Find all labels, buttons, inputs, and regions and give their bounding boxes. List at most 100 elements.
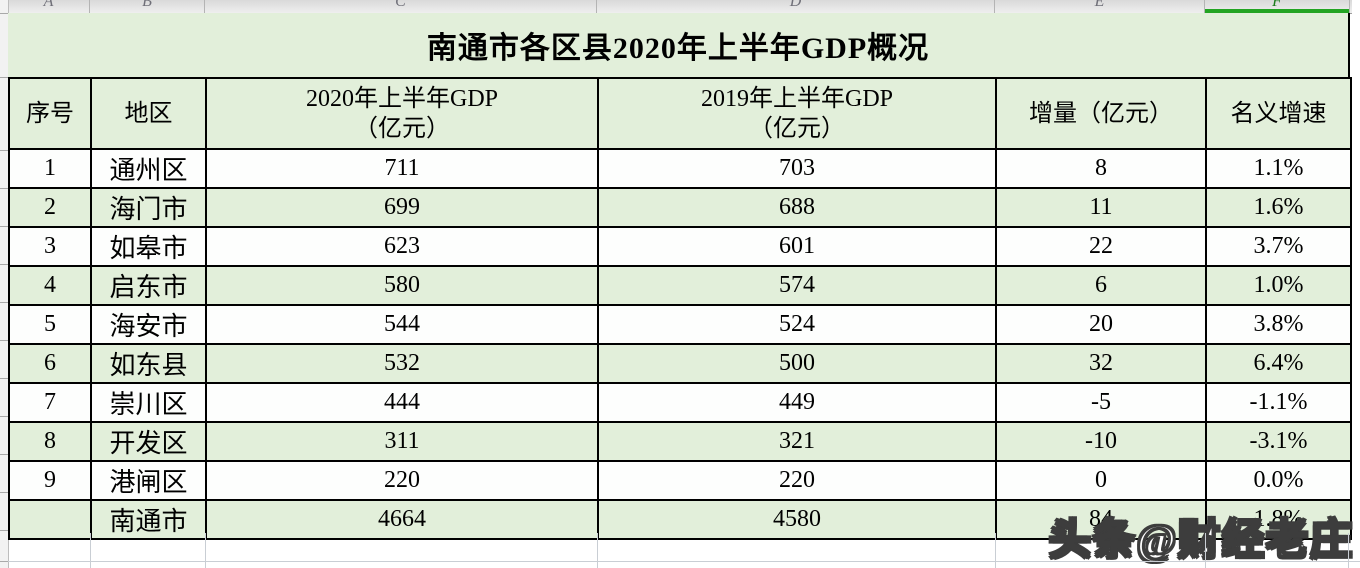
cell-growth[interactable]: 6.4% [1205, 343, 1352, 384]
cell-gdp2019[interactable]: 688 [597, 187, 997, 228]
column-letter: F [1272, 0, 1282, 10]
header-cell-delta[interactable]: 增量（亿元） [995, 77, 1207, 150]
cell-delta[interactable]: -10 [995, 421, 1207, 462]
cell-region[interactable]: 开发区 [90, 421, 207, 462]
cell-no[interactable]: 3 [8, 226, 92, 267]
cell-growth[interactable]: 0.0% [1205, 460, 1352, 501]
cell-delta[interactable]: 32 [995, 343, 1207, 384]
cell-growth[interactable]: 1.8% [1205, 499, 1352, 540]
cell-gdp2019[interactable]: 601 [597, 226, 997, 267]
cell-region[interactable]: 海门市 [90, 187, 207, 228]
gridline [90, 533, 91, 568]
cell-delta[interactable]: 8 [995, 148, 1207, 189]
row-separator-tick [0, 302, 8, 303]
table-row: 1 通州区 711 703 8 1.1% [8, 148, 1352, 189]
column-header-B[interactable]: B [90, 0, 205, 13]
cell-no[interactable] [8, 499, 92, 540]
column-letter: D [789, 0, 802, 10]
cell-growth[interactable]: 1.1% [1205, 148, 1352, 189]
cell-no[interactable]: 4 [8, 265, 92, 306]
header-cell-gdp2020[interactable]: 2020年上半年GDP （亿元） [205, 77, 599, 150]
cell-no[interactable]: 6 [8, 343, 92, 384]
cell-no[interactable]: 2 [8, 187, 92, 228]
cell-region[interactable]: 南通市 [90, 499, 207, 540]
cell-region[interactable]: 启东市 [90, 265, 207, 306]
header-cell-growth[interactable]: 名义增速 [1205, 77, 1352, 150]
cell-gdp2019[interactable]: 321 [597, 421, 997, 462]
gridline [1205, 533, 1206, 568]
cell-region[interactable]: 港闸区 [90, 460, 207, 501]
column-letter: A [43, 0, 54, 10]
column-header-A[interactable]: A [8, 0, 90, 13]
cell-gdp2020[interactable]: 311 [205, 421, 599, 462]
cell-gdp2020[interactable]: 4664 [205, 499, 599, 540]
gridline [205, 533, 206, 568]
cell-no[interactable]: 7 [8, 382, 92, 423]
watermark: 头条@财经老庄 [1048, 517, 1354, 565]
cell-gdp2019[interactable]: 4580 [597, 499, 997, 540]
cell-gdp2019[interactable]: 574 [597, 265, 997, 306]
cell-region[interactable]: 崇川区 [90, 382, 207, 423]
cell-delta[interactable]: 22 [995, 226, 1207, 267]
cell-delta[interactable]: 0 [995, 460, 1207, 501]
header-cell-region[interactable]: 地区 [90, 77, 207, 150]
column-header-F[interactable]: F [1205, 0, 1350, 13]
header-row: 序号 地区 2020年上半年GDP （亿元） 2019年上半年GDP （亿元） … [8, 77, 1352, 150]
cell-no[interactable]: 9 [8, 460, 92, 501]
cell-growth[interactable]: -1.1% [1205, 382, 1352, 423]
cell-gdp2019[interactable]: 524 [597, 304, 997, 345]
cell-region[interactable]: 海安市 [90, 304, 207, 345]
cell-gdp2019[interactable]: 220 [597, 460, 997, 501]
cell-gdp2020[interactable]: 532 [205, 343, 599, 384]
cell-region[interactable]: 如东县 [90, 343, 207, 384]
cell-growth[interactable]: 3.7% [1205, 226, 1352, 267]
row-separator-tick [0, 150, 8, 151]
header-cell-gdp2019[interactable]: 2019年上半年GDP （亿元） [597, 77, 997, 150]
cell-delta[interactable]: -5 [995, 382, 1207, 423]
row-separator-tick [0, 492, 8, 493]
table-row: 7 崇川区 444 449 -5 -1.1% [8, 382, 1352, 423]
cell-delta[interactable]: 6 [995, 265, 1207, 306]
table-row: 南通市 4664 4580 84 1.8% [8, 499, 1352, 540]
cell-delta[interactable]: 84 [995, 499, 1207, 540]
gridline [995, 533, 996, 568]
cell-delta[interactable]: 20 [995, 304, 1207, 345]
row-separator-tick [0, 77, 8, 78]
cell-gdp2020[interactable]: 220 [205, 460, 599, 501]
header-cell-no[interactable]: 序号 [8, 77, 92, 150]
cell-growth[interactable]: -3.1% [1205, 421, 1352, 462]
column-header-strip: A B C D E F [8, 0, 1352, 14]
cell-growth[interactable]: 3.8% [1205, 304, 1352, 345]
cell-no[interactable]: 8 [8, 421, 92, 462]
cell-growth[interactable]: 1.6% [1205, 187, 1352, 228]
cell-gdp2020[interactable]: 580 [205, 265, 599, 306]
table-row: 9 港闸区 220 220 0 0.0% [8, 460, 1352, 501]
cell-gdp2019[interactable]: 703 [597, 148, 997, 189]
gridline [8, 561, 1360, 562]
title-cell[interactable]: 南通市各区县2020年上半年GDP概况 [8, 13, 1350, 77]
row-separator-tick [0, 264, 8, 265]
row-separator-tick [0, 561, 8, 562]
gdp-table-head: 序号 地区 2020年上半年GDP （亿元） 2019年上半年GDP （亿元） … [8, 77, 1352, 150]
column-header-C[interactable]: C [205, 0, 597, 13]
cell-gdp2020[interactable]: 444 [205, 382, 599, 423]
table-row: 6 如东县 532 500 32 6.4% [8, 343, 1352, 384]
cell-gdp2019[interactable]: 449 [597, 382, 997, 423]
cell-gdp2020[interactable]: 699 [205, 187, 599, 228]
cell-gdp2020[interactable]: 623 [205, 226, 599, 267]
cell-no[interactable]: 1 [8, 148, 92, 189]
cell-gdp2019[interactable]: 500 [597, 343, 997, 384]
table-row: 8 开发区 311 321 -10 -3.1% [8, 421, 1352, 462]
column-header-D[interactable]: D [597, 0, 995, 13]
cell-region[interactable]: 通州区 [90, 148, 207, 189]
cell-growth[interactable]: 1.0% [1205, 265, 1352, 306]
cell-region[interactable]: 如皋市 [90, 226, 207, 267]
table-row: 5 海安市 544 524 20 3.8% [8, 304, 1352, 345]
cell-delta[interactable]: 11 [995, 187, 1207, 228]
page-title: 南通市各区县2020年上半年GDP概况 [426, 32, 930, 65]
cell-gdp2020[interactable]: 711 [205, 148, 599, 189]
cell-no[interactable]: 5 [8, 304, 92, 345]
cell-gdp2020[interactable]: 544 [205, 304, 599, 345]
row-separator-tick [0, 454, 8, 455]
column-header-E[interactable]: E [995, 0, 1205, 13]
